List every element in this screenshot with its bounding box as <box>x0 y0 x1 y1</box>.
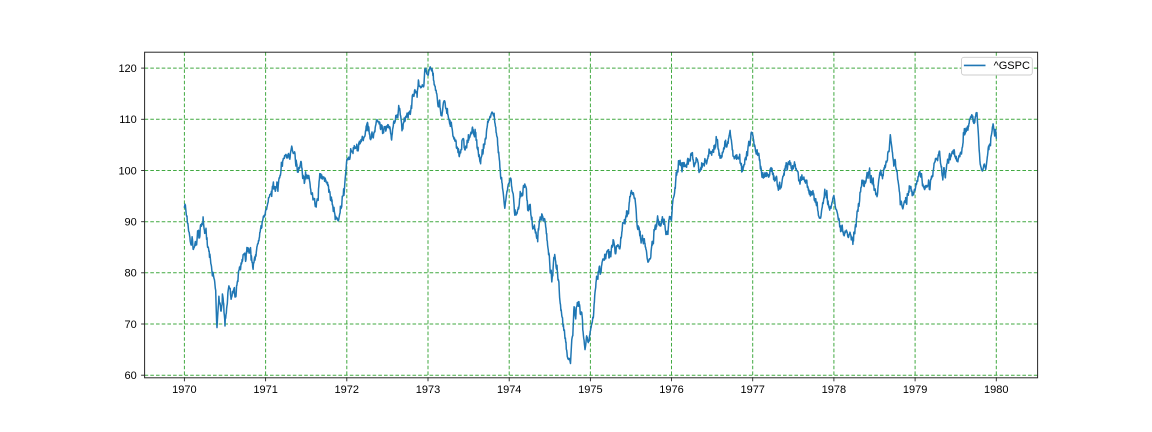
svg-text:1978: 1978 <box>822 384 846 396</box>
svg-text:1970: 1970 <box>172 384 196 396</box>
svg-text:1973: 1973 <box>416 384 440 396</box>
svg-text:1975: 1975 <box>578 384 602 396</box>
svg-text:1979: 1979 <box>903 384 927 396</box>
svg-text:70: 70 <box>125 319 137 331</box>
svg-text:1974: 1974 <box>497 384 521 396</box>
svg-text:90: 90 <box>125 217 137 229</box>
svg-text:100: 100 <box>118 165 136 177</box>
svg-text:1977: 1977 <box>740 384 764 396</box>
svg-text:1971: 1971 <box>253 384 277 396</box>
svg-text:110: 110 <box>119 114 137 126</box>
svg-text:1980: 1980 <box>984 384 1008 396</box>
svg-text:1972: 1972 <box>335 384 359 396</box>
svg-text:80: 80 <box>125 268 137 280</box>
svg-text:1976: 1976 <box>659 384 683 396</box>
svg-text:60: 60 <box>125 370 137 382</box>
svg-text:^GSPC: ^GSPC <box>994 60 1030 72</box>
svg-text:120: 120 <box>118 63 136 75</box>
